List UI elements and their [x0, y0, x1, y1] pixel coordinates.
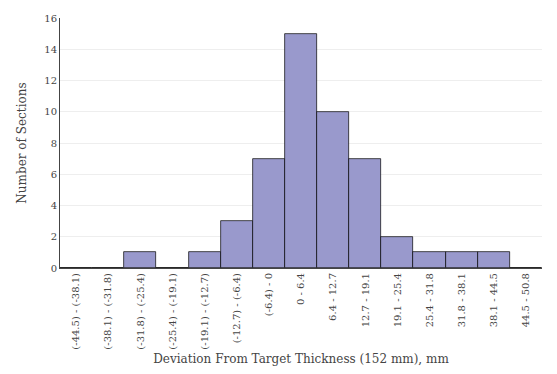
- svg-text:16: 16: [44, 13, 57, 24]
- svg-text:38.1 - 44.5: 38.1 - 44.5: [488, 273, 499, 327]
- svg-text:(-44.5) - (-38.1): (-44.5) - (-38.1): [70, 273, 81, 350]
- svg-text:8: 8: [51, 138, 57, 149]
- svg-text:12: 12: [44, 75, 57, 86]
- svg-text:44.5 - 50.8: 44.5 - 50.8: [520, 273, 531, 327]
- svg-text:(-12.7) - (-6.4): (-12.7) - (-6.4): [231, 273, 242, 343]
- svg-text:6: 6: [51, 169, 57, 180]
- svg-text:6.4 - 12.7: 6.4 - 12.7: [327, 273, 338, 321]
- svg-text:Number of Sections: Number of Sections: [15, 82, 29, 203]
- svg-text:31.8 - 38.1: 31.8 - 38.1: [456, 273, 467, 327]
- svg-text:Deviation From Target Thicknes: Deviation From Target Thickness (152 mm)…: [153, 352, 449, 366]
- svg-text:0 - 6.4: 0 - 6.4: [295, 273, 306, 305]
- svg-text:4: 4: [51, 200, 57, 211]
- svg-text:14: 14: [44, 44, 57, 55]
- svg-text:(-19.1) - (-12.7): (-19.1) - (-12.7): [199, 273, 210, 350]
- svg-text:(-31.8) - (-25.4): (-31.8) - (-25.4): [135, 273, 146, 350]
- svg-text:12.7 - 19.1: 12.7 - 19.1: [360, 273, 371, 327]
- svg-text:2: 2: [51, 231, 57, 242]
- svg-text:(-38.1) - (-31.8): (-38.1) - (-31.8): [102, 273, 113, 350]
- svg-text:25.4 - 31.8: 25.4 - 31.8: [424, 273, 435, 327]
- svg-text:(-6.4) - 0: (-6.4) - 0: [263, 273, 274, 316]
- svg-text:0: 0: [51, 263, 57, 274]
- svg-text:(-25.4) - (-19.1): (-25.4) - (-19.1): [167, 273, 178, 350]
- svg-text:10: 10: [44, 106, 57, 117]
- svg-text:19.1 - 25.4: 19.1 - 25.4: [392, 273, 403, 327]
